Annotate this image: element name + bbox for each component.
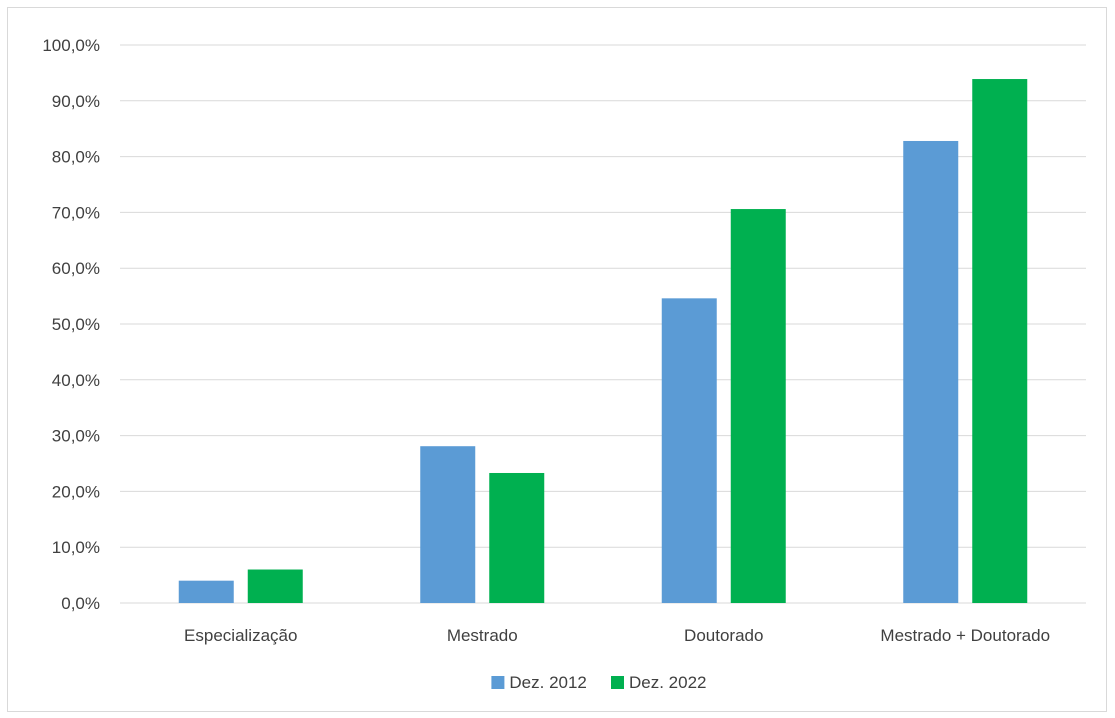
legend-label: Dez. 2012: [509, 673, 587, 692]
legend-swatch: [611, 676, 624, 689]
y-tick-label: 60,0%: [52, 259, 100, 278]
bar-dez-2022-2: [730, 209, 786, 603]
x-category-label: Mestrado + Doutorado: [880, 626, 1050, 645]
y-tick-label: 20,0%: [52, 482, 100, 501]
legend: Dez. 2012 Dez. 2022: [491, 673, 707, 692]
y-tick-label: 0,0%: [61, 594, 100, 613]
bar-dez-2022-1: [489, 472, 545, 603]
bar-dez-2022-3: [972, 79, 1028, 603]
legend-swatch: [491, 676, 505, 689]
y-tick-label: 70,0%: [52, 203, 100, 222]
y-axis-tick-labels: 0,0% 10,0% 20,0% 30,0% 40,0% 50,0% 60,0% 70,0% 8…: [42, 36, 100, 613]
bar-dez-2022-0: [247, 569, 303, 603]
bar-dez-2012-1: [420, 446, 476, 603]
bar-chart: 0,0% 10,0% 20,0% 30,0% 40,0% 50,0% 60,0% 70,0% 8…: [42, 36, 1086, 692]
x-category-label: Mestrado: [447, 626, 518, 645]
y-tick-label: 80,0%: [52, 148, 100, 167]
gridlines: [120, 44, 1086, 604]
y-tick-label: 40,0%: [52, 371, 100, 390]
chart-area: 0,0% 10,0% 20,0% 30,0% 40,0% 50,0% 60,0% 70,0% 8…: [7, 7, 1107, 712]
x-category-label: Doutorado: [684, 626, 763, 645]
bar-dez-2012-2: [661, 298, 717, 603]
legend-label: Dez. 2022: [629, 673, 707, 692]
bars: [178, 79, 1028, 603]
x-axis-category-labels: Especialização Mestrado Doutorado Mestrado …: [184, 626, 1050, 645]
y-tick-label: 30,0%: [52, 427, 100, 446]
bar-dez-2012-3: [903, 140, 959, 603]
y-tick-label: 90,0%: [52, 92, 100, 111]
y-tick-label: 100,0%: [42, 36, 100, 55]
y-tick-label: 10,0%: [52, 538, 100, 557]
x-category-label: Especialização: [184, 626, 297, 645]
y-tick-label: 50,0%: [52, 315, 100, 334]
bar-dez-2012-0: [178, 580, 234, 603]
